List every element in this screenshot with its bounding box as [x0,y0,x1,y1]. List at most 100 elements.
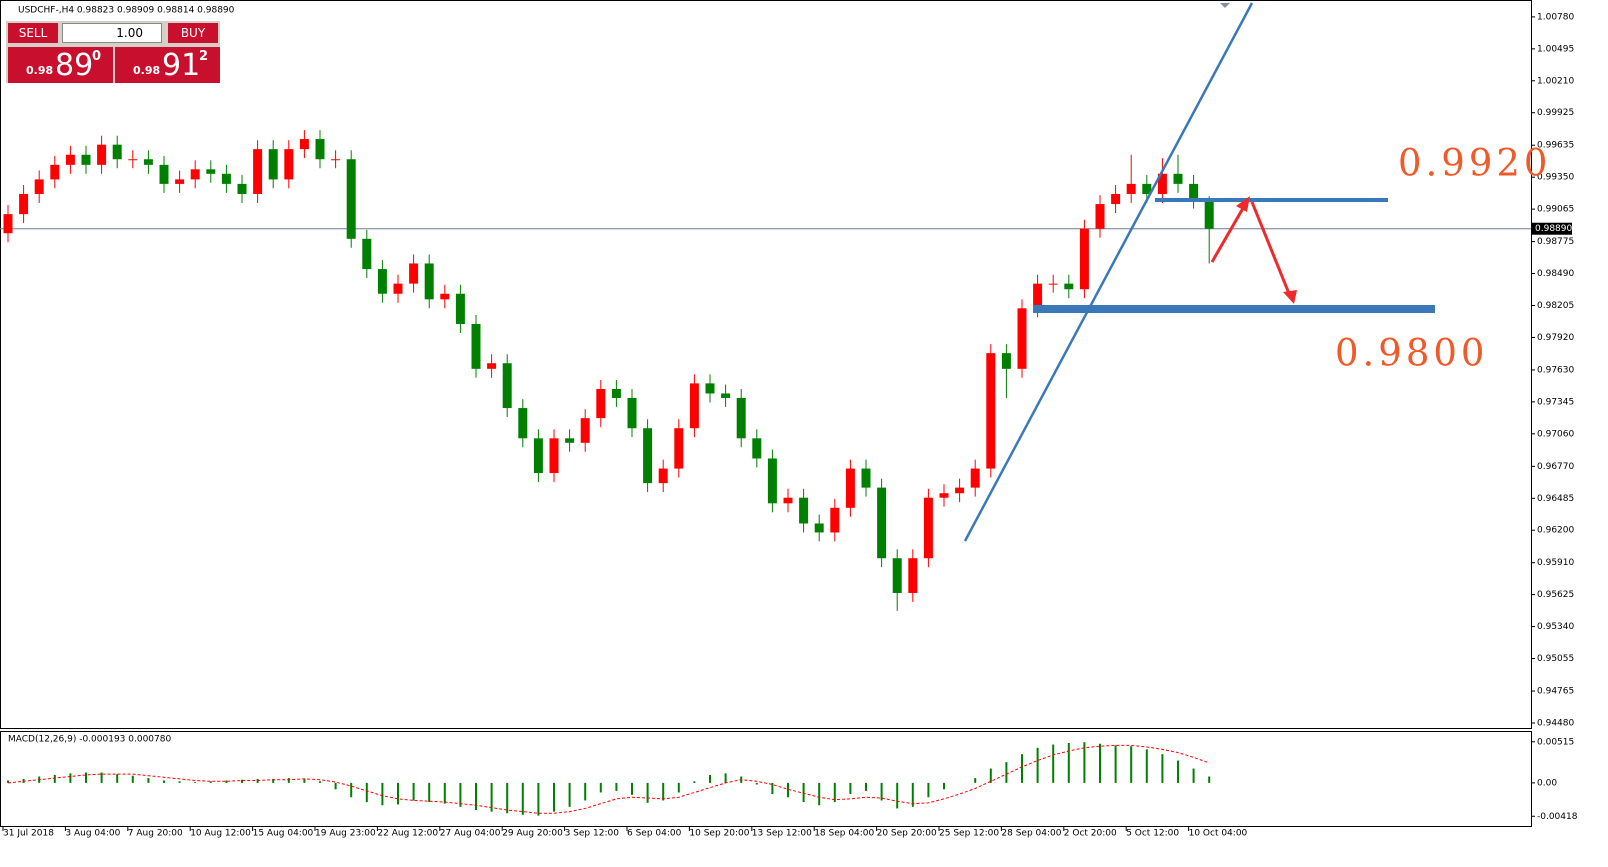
y-tick-label: 0.98205 [1537,301,1574,311]
y-tick-label: 0.95055 [1537,654,1574,664]
candle-body [81,154,91,165]
lot-input[interactable]: 1.00 [62,23,162,43]
candle-body [1126,183,1136,194]
ask-quote[interactable]: 0.98 91 2 [115,47,220,83]
buy-button[interactable]: BUY [168,23,218,43]
candle-body [502,363,512,409]
arrow-head [1283,290,1297,304]
candle-body [65,154,75,165]
y-tick-label: 0.99925 [1537,108,1574,118]
x-tick-label: 27 Aug 04:00 [440,829,501,839]
y-tick-label: 0.97920 [1537,333,1574,343]
candle-body [1095,204,1105,229]
candle-body [393,283,403,294]
bid-fraction: 0 [92,49,102,64]
trend-line [963,2,1254,542]
annotation: 0.9920 [1398,142,1551,185]
y-tick-label: 0.98490 [1537,269,1574,279]
y-tick-label: 0.94765 [1537,687,1574,697]
candle-body [190,169,200,180]
sell-button[interactable]: SELL [8,23,58,43]
x-tick-label: 10 Sep 20:00 [689,829,749,839]
ask-prefix: 0.98 [133,64,161,77]
candle-body [1017,308,1027,369]
macd-title: MACD(12,26,9) -0.000193 0.000780 [8,735,171,745]
x-tick-label: 6 Sep 04:00 [627,829,682,839]
annotation: 0.9800 [1335,332,1488,375]
candle-body [284,149,294,180]
candle-body [596,388,606,419]
candle-body [1079,228,1089,290]
x-tick-label: 28 Sep 04:00 [1001,829,1061,839]
candle-body [143,159,153,165]
candle-body [1064,283,1074,290]
x-tick-label: 25 Sep 12:00 [939,829,999,839]
candle-body [783,497,793,504]
y-tick-label: 1.00495 [1537,44,1574,54]
candle-body [1173,173,1183,184]
y-tick-label: 0.94480 [1537,718,1574,728]
x-tick-label: 13 Sep 12:00 [752,829,812,839]
candle-body [658,468,668,484]
candle-body [253,149,263,194]
drawings [963,2,1435,542]
candle-body [627,397,637,429]
y-tick-label: 0.95625 [1537,590,1574,600]
candle-body [549,438,559,474]
arrow-head [1236,196,1250,212]
candle-body [814,523,824,533]
candle-body [331,159,341,161]
y-tick-label: 0.99635 [1537,141,1574,151]
candle-body [830,507,840,533]
y-tick-label: 0.97345 [1537,397,1574,407]
candle-body [1189,183,1199,200]
candle-body [986,353,996,469]
candle-body [705,383,715,394]
x-tick-label: 7 Aug 20:00 [128,829,183,839]
candle-body [159,164,169,184]
candle-body [518,408,528,439]
candle-body [487,363,497,369]
macd-frame [0,731,1532,827]
y-tick-label: 0.95340 [1537,622,1574,632]
candle-body [674,428,684,469]
candle-body [19,193,29,215]
candle-body [643,428,653,484]
candle-body [471,323,481,369]
y-tick-label: 1.00780 [1537,12,1574,22]
y-tick-label: 0.97060 [1537,429,1574,439]
candle-body [455,293,465,324]
candle-body [34,179,44,194]
candle-body [955,487,965,494]
x-tick-label: 10 Oct 04:00 [1189,829,1248,839]
candle-body [362,238,372,270]
y-tick-label: 1.00210 [1537,76,1574,86]
candle-body [346,159,356,239]
arrow-down [1250,201,1292,297]
x-tick-label: 5 Oct 12:00 [1126,829,1179,839]
arrow-up [1210,202,1248,263]
candle-body [923,497,933,559]
marker [1220,3,1230,8]
candle-body [970,468,980,488]
candle-body [689,383,699,429]
candle-body [112,144,122,160]
candle-body [1111,193,1121,205]
candle-body [1048,283,1058,285]
x-tick-label: 15 Aug 04:00 [253,829,314,839]
candle-body [845,468,855,508]
y-tick-label: 0.98775 [1537,237,1574,247]
y-tick-label: 0.99065 [1537,205,1574,215]
candle-body [1142,183,1152,194]
candle-body [3,214,13,234]
y-tick-label: 0.96485 [1537,494,1574,504]
candle-body [752,438,762,459]
candle-body [97,144,107,165]
bid-prefix: 0.98 [26,64,54,77]
candle-body [767,458,777,504]
candle-body [409,263,419,284]
bid-quote[interactable]: 0.98 89 0 [8,47,113,83]
trade-panel: SELL 1.00 BUY 0.98 89 0 0.98 91 2 [6,21,220,83]
